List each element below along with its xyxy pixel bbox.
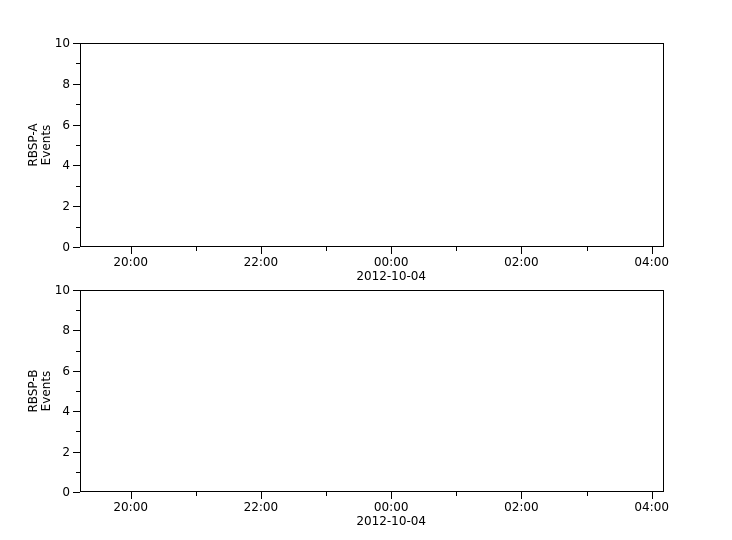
y-major-tick <box>73 124 80 126</box>
x-tick-label-time: 04:00 <box>634 500 669 514</box>
axes-frame-rbsp-b <box>80 290 664 492</box>
y-minor-tick <box>76 431 80 433</box>
y-minor-tick <box>76 63 80 65</box>
y-tick-label: 6 <box>62 117 70 132</box>
x-tick-label: 04:00 <box>592 500 712 514</box>
x-major-tick <box>260 492 262 499</box>
y-minor-tick <box>76 350 80 352</box>
x-minor-tick <box>456 492 458 496</box>
y-axis-label-rbsp-b: RBSP-B Events <box>26 301 53 481</box>
x-tick-label-time: 02:00 <box>504 255 539 269</box>
y-tick-label: 6 <box>62 363 70 378</box>
x-tick-label-time: 20:00 <box>113 255 148 269</box>
axes-frame-rbsp-a <box>80 43 664 247</box>
x-major-tick <box>130 492 132 499</box>
x-minor-tick <box>586 247 588 251</box>
x-axis-date-label: 2012-10-04 <box>356 514 427 528</box>
x-tick-label-time: 22:00 <box>243 255 279 269</box>
y-axis-label-line2: Events <box>39 124 53 166</box>
y-axis-label-line2: Events <box>39 370 53 412</box>
x-major-tick <box>391 492 393 499</box>
y-major-tick <box>73 43 80 44</box>
y-tick-label: 4 <box>62 158 70 173</box>
y-tick-label: 2 <box>62 444 70 459</box>
x-major-tick <box>521 247 523 254</box>
y-major-tick <box>73 492 80 493</box>
y-minor-tick <box>76 104 80 106</box>
x-tick-label-time: 00:00 <box>373 255 409 269</box>
x-minor-tick <box>326 492 328 496</box>
x-major-tick <box>651 247 653 254</box>
x-tick-label: 22:00 <box>201 255 321 269</box>
x-tick-label: 20:00 <box>71 500 191 514</box>
x-minor-tick <box>586 492 588 496</box>
y-major-tick <box>73 83 80 85</box>
y-minor-tick <box>76 185 80 187</box>
y-major-tick <box>73 330 80 332</box>
x-tick-label: 02:00 <box>461 255 581 269</box>
y-major-tick <box>73 165 80 167</box>
y-major-tick <box>73 411 80 413</box>
x-tick-label-time: 00:00 <box>373 500 409 514</box>
x-minor-tick <box>195 247 197 251</box>
y-minor-tick <box>76 145 80 146</box>
y-tick-label: 4 <box>62 404 70 419</box>
x-minor-tick <box>195 492 197 496</box>
y-major-tick <box>73 451 80 453</box>
x-major-tick <box>130 247 132 254</box>
x-tick-label-time: 02:00 <box>504 500 539 514</box>
y-minor-tick <box>76 310 80 312</box>
x-tick-label: 04:00 <box>592 255 712 269</box>
y-minor-tick <box>76 471 80 473</box>
x-tick-label-time: 04:00 <box>634 255 669 269</box>
y-major-tick <box>73 370 80 372</box>
y-tick-label: 2 <box>62 199 70 214</box>
y-minor-tick <box>76 391 80 392</box>
x-tick-label-with-date: 00:00 2012-10-04 <box>331 255 451 283</box>
x-tick-label: 22:00 <box>201 500 321 514</box>
panel-rbsp-b: 0 2 4 6 8 10 20:00 22:00 00:00 2012-10-0… <box>26 284 669 528</box>
y-tick-label: 10 <box>54 36 70 50</box>
x-tick-label-with-date: 00:00 2012-10-04 <box>331 500 451 528</box>
x-major-tick <box>651 492 653 499</box>
x-axis-date-label: 2012-10-04 <box>356 269 427 283</box>
x-major-tick <box>521 492 523 499</box>
y-major-tick <box>73 290 80 291</box>
y-tick-label: 0 <box>62 485 70 499</box>
x-minor-tick <box>456 247 458 251</box>
y-minor-tick <box>76 226 80 228</box>
y-tick-label: 0 <box>62 240 70 254</box>
y-tick-label: 8 <box>62 323 70 338</box>
x-tick-label-time: 22:00 <box>243 500 279 514</box>
x-major-tick <box>391 247 393 254</box>
x-minor-tick <box>326 247 328 251</box>
y-tick-label: 10 <box>54 283 70 297</box>
y-major-tick <box>73 206 80 208</box>
y-major-tick <box>73 247 80 248</box>
x-tick-label: 02:00 <box>461 500 581 514</box>
x-tick-label: 20:00 <box>71 255 191 269</box>
x-tick-label-time: 20:00 <box>113 500 148 514</box>
panel-rbsp-a: 0 2 4 6 8 10 20:00 22:00 00:00 2012-10-0… <box>26 37 669 283</box>
x-major-tick <box>260 247 262 254</box>
y-axis-label-rbsp-a: RBSP-A Events <box>26 55 53 235</box>
y-tick-label: 8 <box>62 76 70 91</box>
